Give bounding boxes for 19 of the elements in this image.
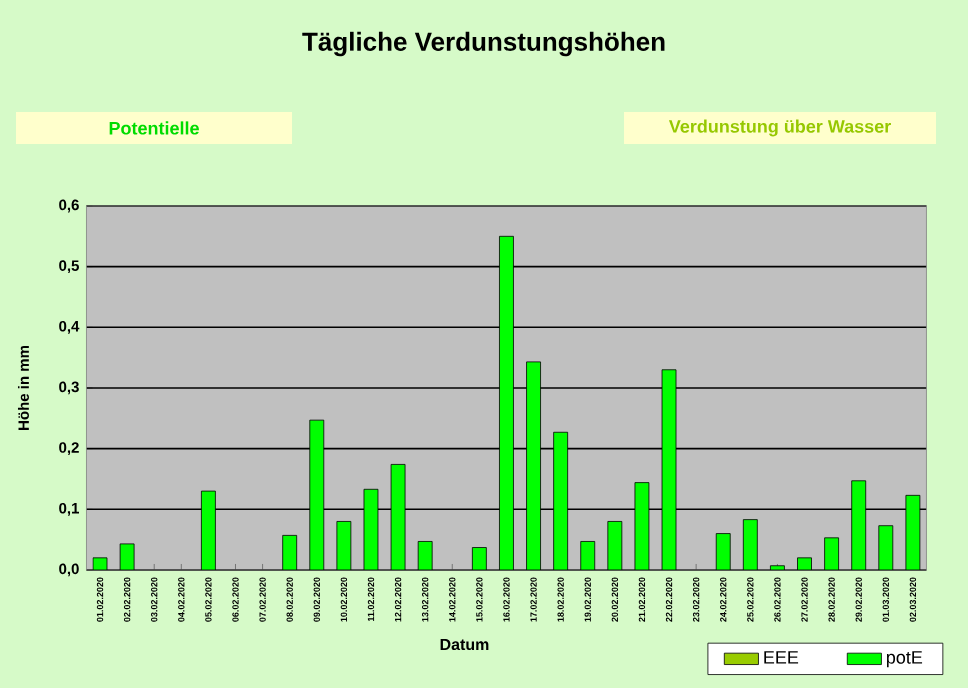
legend-label: EEE <box>764 651 799 664</box>
text: Verdunstung über Wasser <box>668 119 891 137</box>
legend-label: potE <box>886 651 923 668</box>
bar <box>607 521 623 570</box>
bar <box>119 543 135 570</box>
bar <box>715 533 731 570</box>
bar <box>471 547 487 570</box>
bar <box>336 521 352 570</box>
x-axis-title: Datum <box>440 638 489 651</box>
bar <box>878 525 894 570</box>
bar <box>824 537 840 570</box>
bar <box>742 519 758 570</box>
chart-title: Tägliche Verdunstungshöhen <box>302 31 665 57</box>
bar <box>282 534 298 570</box>
bar <box>580 541 596 570</box>
bar <box>92 557 108 570</box>
bar <box>417 541 433 570</box>
bar <box>797 557 812 570</box>
text: Potentielle <box>109 121 199 135</box>
